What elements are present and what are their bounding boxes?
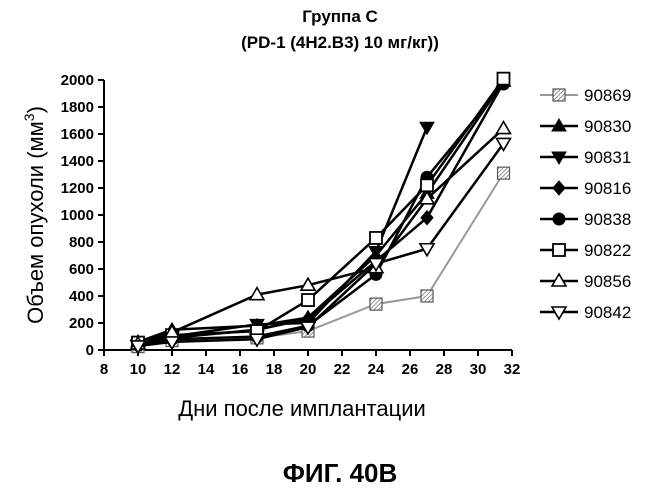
y-tick-label: 400 bbox=[69, 288, 94, 305]
x-tick-label: 12 bbox=[164, 361, 181, 378]
legend-label: 90830 bbox=[584, 117, 631, 136]
x-axis-label: Дни после имплантации bbox=[178, 396, 426, 421]
y-tick-label: 200 bbox=[69, 315, 94, 332]
legend-label: 90838 bbox=[584, 210, 631, 229]
series-line-90816 bbox=[138, 83, 504, 344]
chart-subtitle: (PD-1 (4H2.B3) 10 мг/кг)) bbox=[241, 33, 439, 52]
legend-item-90830: 90830 bbox=[540, 117, 631, 136]
series-line-90842 bbox=[138, 143, 504, 346]
y-tick-label: 1800 bbox=[61, 99, 94, 116]
y-tick-label: 2000 bbox=[61, 72, 94, 89]
x-tick-label: 30 bbox=[470, 361, 487, 378]
data-point-90869 bbox=[498, 167, 510, 179]
y-axis-label-main: Объем опухоли (мм bbox=[23, 121, 48, 324]
legend-item-90869: 90869 bbox=[540, 86, 631, 105]
legend-swatch-marker bbox=[553, 181, 565, 195]
figure-caption: ФИГ. 40В bbox=[283, 458, 398, 488]
legend-item-90856: 90856 bbox=[540, 272, 631, 291]
legend-label: 90869 bbox=[584, 86, 631, 105]
legend-swatch-marker bbox=[553, 213, 565, 225]
series-line-90869 bbox=[138, 173, 504, 346]
legend-swatch-marker bbox=[553, 89, 565, 101]
plot-area: 8 10 12 14 16 18 20 22 24 26 28 30 32 0 200 400 600 800 10… bbox=[61, 72, 521, 378]
series-line-90831 bbox=[138, 127, 427, 344]
y-tick-label: 800 bbox=[69, 234, 94, 251]
y-tick-label: 1600 bbox=[61, 126, 94, 143]
legend-item-90831: 90831 bbox=[540, 148, 631, 167]
legend-label: 90842 bbox=[584, 303, 631, 322]
legend-swatch-marker bbox=[553, 244, 565, 256]
x-tick-label: 32 bbox=[504, 361, 521, 378]
legend-item-90822: 90822 bbox=[540, 241, 631, 260]
legend-item-90816: 90816 bbox=[540, 179, 631, 198]
data-point-90856 bbox=[497, 122, 511, 134]
legend-label: 90822 bbox=[584, 241, 631, 260]
x-tick-label: 20 bbox=[300, 361, 317, 378]
y-axis-label-superscript: 3 bbox=[21, 113, 37, 121]
data-point-90822 bbox=[302, 294, 314, 306]
y-tick-label: 1400 bbox=[61, 153, 94, 170]
x-tick-label: 22 bbox=[334, 361, 351, 378]
y-tick-label: 600 bbox=[69, 261, 94, 278]
legend-label: 90856 bbox=[584, 272, 631, 291]
legend-label: 90831 bbox=[584, 148, 631, 167]
data-point-90822 bbox=[370, 232, 382, 244]
data-point-90822 bbox=[498, 73, 510, 85]
y-tick-label: 0 bbox=[86, 342, 94, 359]
data-point-90822 bbox=[421, 179, 433, 191]
x-tick-label: 16 bbox=[232, 361, 249, 378]
legend-item-90838: 90838 bbox=[540, 210, 631, 229]
legend-item-90842: 90842 bbox=[540, 303, 631, 322]
chart-title: Группа С bbox=[302, 7, 378, 26]
series-line-90830 bbox=[138, 81, 504, 342]
data-point-90831 bbox=[420, 122, 434, 134]
y-tick-label: 1200 bbox=[61, 180, 94, 197]
x-tick-label: 8 bbox=[100, 361, 108, 378]
legend-label: 90816 bbox=[584, 179, 631, 198]
series-line-90822 bbox=[138, 79, 504, 343]
series-90831 bbox=[131, 122, 434, 351]
x-tick-label: 28 bbox=[436, 361, 453, 378]
x-tick-label: 24 bbox=[368, 361, 385, 378]
data-point-90869 bbox=[370, 298, 382, 310]
y-tick-label: 1000 bbox=[61, 207, 94, 224]
y-axis-label: Объем опухоли (мм3) bbox=[21, 106, 48, 324]
legend: 90869 90830 90831 90816 90838 90822 90856 90842 bbox=[540, 86, 631, 322]
x-tick-label: 26 bbox=[402, 361, 419, 378]
x-tick-label: 14 bbox=[198, 361, 215, 378]
y-axis-label-close: ) bbox=[23, 106, 48, 113]
x-tick-label: 10 bbox=[130, 361, 147, 378]
data-point-90869 bbox=[421, 290, 433, 302]
x-tick-label: 18 bbox=[266, 361, 283, 378]
